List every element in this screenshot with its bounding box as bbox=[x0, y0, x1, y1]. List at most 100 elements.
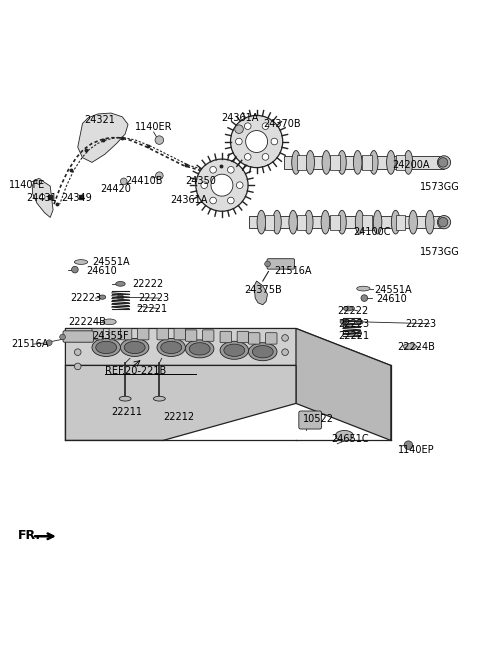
Ellipse shape bbox=[338, 151, 346, 174]
Text: 24100C: 24100C bbox=[353, 227, 391, 236]
Circle shape bbox=[72, 267, 78, 273]
Text: 10522: 10522 bbox=[302, 413, 334, 424]
Ellipse shape bbox=[103, 319, 116, 325]
Ellipse shape bbox=[119, 396, 131, 401]
Ellipse shape bbox=[306, 151, 314, 174]
Ellipse shape bbox=[252, 346, 273, 358]
Ellipse shape bbox=[425, 210, 434, 234]
Text: 24610: 24610 bbox=[86, 265, 117, 276]
Polygon shape bbox=[32, 179, 53, 217]
Text: 24355F: 24355F bbox=[92, 331, 129, 341]
Ellipse shape bbox=[355, 210, 364, 234]
Circle shape bbox=[262, 123, 269, 130]
Circle shape bbox=[36, 179, 42, 184]
Text: 1573GG: 1573GG bbox=[420, 182, 460, 192]
Circle shape bbox=[74, 349, 81, 356]
Bar bbox=[264, 215, 274, 230]
Ellipse shape bbox=[357, 286, 370, 291]
Ellipse shape bbox=[120, 339, 149, 356]
Ellipse shape bbox=[117, 295, 124, 299]
Ellipse shape bbox=[99, 295, 106, 299]
Ellipse shape bbox=[336, 430, 353, 441]
Bar bbox=[362, 155, 372, 170]
Text: 24551A: 24551A bbox=[92, 257, 130, 267]
Circle shape bbox=[244, 123, 251, 130]
Bar bbox=[396, 155, 405, 170]
Polygon shape bbox=[296, 328, 391, 440]
Circle shape bbox=[246, 130, 267, 153]
Bar bbox=[250, 216, 444, 229]
Text: 24361A: 24361A bbox=[170, 195, 207, 206]
Text: 22223: 22223 bbox=[138, 293, 169, 303]
Ellipse shape bbox=[257, 210, 265, 234]
Text: 24410B: 24410B bbox=[125, 176, 163, 187]
Circle shape bbox=[228, 197, 234, 204]
Ellipse shape bbox=[289, 210, 298, 234]
FancyBboxPatch shape bbox=[220, 331, 231, 343]
FancyBboxPatch shape bbox=[63, 331, 94, 342]
Circle shape bbox=[244, 153, 251, 160]
Text: 22212: 22212 bbox=[163, 412, 194, 422]
Text: 24420: 24420 bbox=[100, 184, 131, 194]
FancyBboxPatch shape bbox=[109, 328, 120, 340]
Ellipse shape bbox=[74, 259, 88, 265]
Ellipse shape bbox=[116, 282, 125, 286]
Text: 1140EP: 1140EP bbox=[397, 445, 434, 455]
Circle shape bbox=[235, 125, 243, 134]
Ellipse shape bbox=[404, 151, 413, 174]
FancyBboxPatch shape bbox=[120, 328, 132, 340]
Circle shape bbox=[271, 138, 277, 145]
Text: 21516A: 21516A bbox=[274, 265, 312, 276]
Bar bbox=[297, 155, 306, 170]
Ellipse shape bbox=[249, 343, 277, 361]
Circle shape bbox=[47, 340, 52, 346]
Text: 24375B: 24375B bbox=[245, 286, 283, 295]
Text: 21516A: 21516A bbox=[12, 339, 49, 349]
Text: 24370B: 24370B bbox=[263, 119, 300, 130]
Circle shape bbox=[404, 441, 413, 449]
FancyBboxPatch shape bbox=[249, 333, 260, 344]
Circle shape bbox=[236, 138, 242, 145]
Bar bbox=[362, 215, 372, 230]
Ellipse shape bbox=[356, 320, 363, 324]
Text: 22222: 22222 bbox=[132, 279, 163, 289]
Circle shape bbox=[211, 174, 233, 196]
Ellipse shape bbox=[304, 210, 313, 234]
Ellipse shape bbox=[92, 339, 120, 356]
Circle shape bbox=[120, 178, 127, 185]
Circle shape bbox=[438, 158, 448, 167]
Text: 24610: 24610 bbox=[377, 294, 408, 304]
Circle shape bbox=[74, 363, 81, 369]
FancyBboxPatch shape bbox=[299, 411, 322, 429]
Text: 22221: 22221 bbox=[137, 303, 168, 314]
Ellipse shape bbox=[96, 341, 117, 354]
Text: 24431: 24431 bbox=[26, 193, 57, 204]
Ellipse shape bbox=[292, 151, 300, 174]
Bar bbox=[297, 215, 306, 230]
Text: 22224B: 22224B bbox=[397, 343, 435, 352]
Ellipse shape bbox=[373, 210, 382, 234]
Circle shape bbox=[210, 166, 216, 173]
Circle shape bbox=[228, 166, 234, 173]
Ellipse shape bbox=[154, 396, 165, 401]
FancyBboxPatch shape bbox=[267, 259, 295, 269]
Ellipse shape bbox=[343, 306, 353, 311]
Text: 24200A: 24200A bbox=[392, 160, 430, 170]
Circle shape bbox=[156, 172, 163, 179]
Ellipse shape bbox=[353, 151, 362, 174]
Ellipse shape bbox=[403, 344, 417, 349]
Circle shape bbox=[437, 215, 451, 229]
Text: FR.: FR. bbox=[18, 529, 41, 542]
Circle shape bbox=[201, 182, 207, 189]
Ellipse shape bbox=[409, 210, 418, 234]
FancyBboxPatch shape bbox=[137, 328, 149, 340]
Bar bbox=[330, 215, 340, 230]
Text: 22223: 22223 bbox=[339, 319, 370, 329]
Circle shape bbox=[282, 349, 288, 356]
Ellipse shape bbox=[220, 341, 249, 360]
Text: 1140ER: 1140ER bbox=[135, 122, 172, 132]
Bar bbox=[284, 157, 444, 168]
Polygon shape bbox=[254, 281, 267, 305]
Text: 1140FE: 1140FE bbox=[9, 180, 46, 190]
Ellipse shape bbox=[157, 339, 185, 356]
